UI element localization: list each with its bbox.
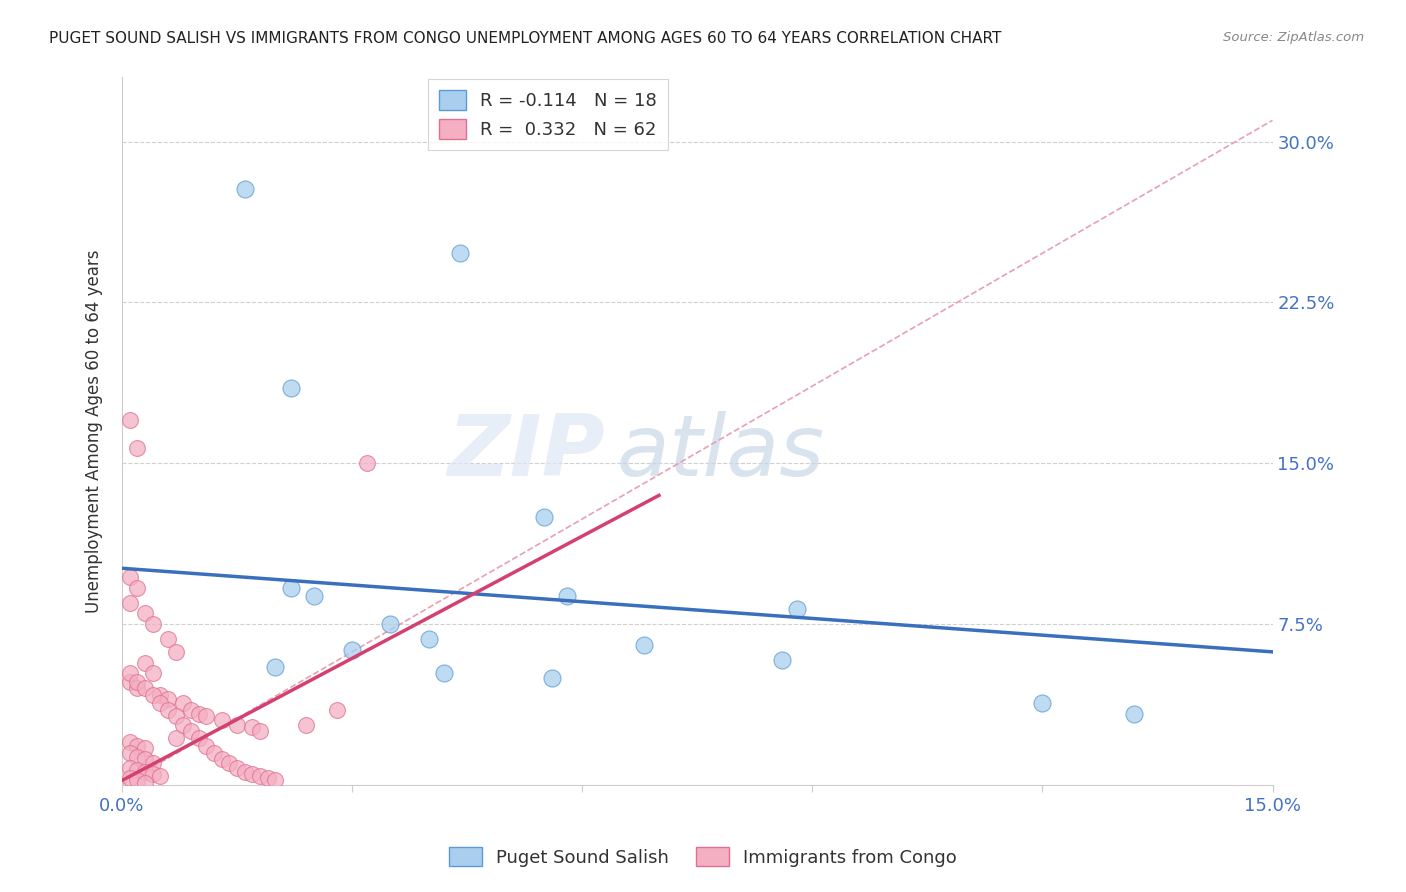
Point — [233, 764, 256, 779]
Legend: R = -0.114   N = 18, R =  0.332   N = 62: R = -0.114 N = 18, R = 0.332 N = 62 — [427, 79, 668, 150]
Point — [302, 589, 325, 603]
Point — [172, 696, 194, 710]
Point — [142, 666, 165, 681]
Point — [157, 703, 180, 717]
Point — [242, 767, 264, 781]
Point — [540, 671, 562, 685]
Point — [134, 656, 156, 670]
Point — [226, 717, 249, 731]
Point — [195, 739, 218, 754]
Point — [149, 769, 172, 783]
Point — [449, 246, 471, 260]
Text: PUGET SOUND SALISH VS IMMIGRANTS FROM CONGO UNEMPLOYMENT AMONG AGES 60 TO 64 YEA: PUGET SOUND SALISH VS IMMIGRANTS FROM CO… — [49, 31, 1001, 46]
Point — [418, 632, 440, 646]
Point — [555, 589, 578, 603]
Point — [127, 750, 149, 764]
Point — [770, 653, 793, 667]
Point — [340, 642, 363, 657]
Point — [118, 666, 141, 681]
Point — [295, 717, 318, 731]
Point — [249, 769, 271, 783]
Text: Source: ZipAtlas.com: Source: ZipAtlas.com — [1223, 31, 1364, 45]
Point — [165, 709, 187, 723]
Point — [533, 509, 555, 524]
Point — [157, 692, 180, 706]
Point — [211, 714, 233, 728]
Point — [187, 731, 209, 745]
Point — [118, 570, 141, 584]
Point — [356, 456, 378, 470]
Point — [118, 735, 141, 749]
Point — [264, 660, 287, 674]
Point — [157, 632, 180, 646]
Point — [180, 724, 202, 739]
Point — [127, 763, 149, 777]
Point — [786, 602, 808, 616]
Point — [326, 703, 349, 717]
Point — [264, 773, 287, 788]
Point — [134, 607, 156, 621]
Point — [142, 688, 165, 702]
Point — [118, 413, 141, 427]
Point — [165, 731, 187, 745]
Point — [134, 775, 156, 789]
Point — [118, 761, 141, 775]
Point — [134, 764, 156, 779]
Point — [633, 639, 655, 653]
Point — [433, 666, 456, 681]
Text: atlas: atlas — [617, 411, 825, 494]
Text: ZIP: ZIP — [447, 411, 605, 494]
Point — [218, 756, 240, 771]
Point — [142, 767, 165, 781]
Point — [226, 761, 249, 775]
Point — [134, 681, 156, 696]
Point — [127, 681, 149, 696]
Point — [180, 703, 202, 717]
Point — [202, 746, 225, 760]
Point — [127, 674, 149, 689]
Point — [165, 645, 187, 659]
Legend: Puget Sound Salish, Immigrants from Congo: Puget Sound Salish, Immigrants from Cong… — [441, 840, 965, 874]
Point — [249, 724, 271, 739]
Point — [142, 617, 165, 632]
Point — [118, 674, 141, 689]
Point — [127, 773, 149, 788]
Point — [118, 596, 141, 610]
Point — [172, 717, 194, 731]
Point — [1031, 696, 1053, 710]
Point — [195, 709, 218, 723]
Point — [142, 756, 165, 771]
Point — [242, 720, 264, 734]
Point — [149, 688, 172, 702]
Point — [118, 772, 141, 786]
Point — [127, 442, 149, 456]
Point — [233, 182, 256, 196]
Point — [127, 739, 149, 754]
Point — [1123, 706, 1146, 721]
Point — [187, 706, 209, 721]
Point — [211, 752, 233, 766]
Point — [149, 696, 172, 710]
Point — [127, 581, 149, 595]
Y-axis label: Unemployment Among Ages 60 to 64 years: Unemployment Among Ages 60 to 64 years — [86, 250, 103, 613]
Point — [256, 772, 278, 786]
Point — [280, 381, 302, 395]
Point — [280, 581, 302, 595]
Point — [380, 617, 402, 632]
Point — [134, 752, 156, 766]
Point — [118, 746, 141, 760]
Point — [134, 741, 156, 756]
